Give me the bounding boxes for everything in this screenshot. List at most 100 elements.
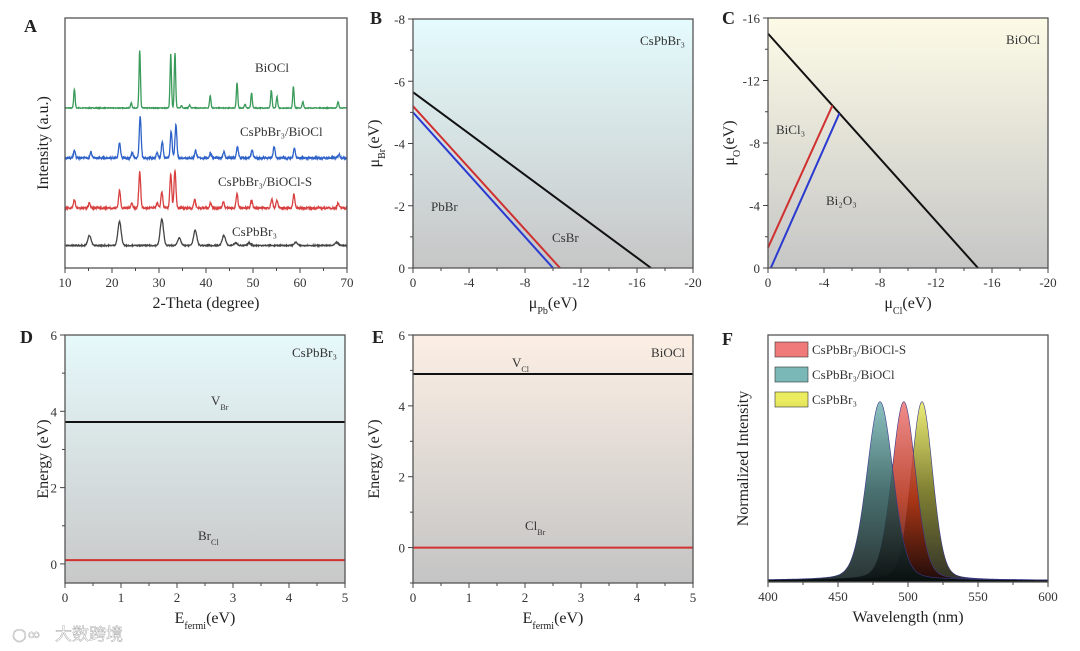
compound-label: BiOCl	[651, 345, 685, 360]
boundary-line-1	[412, 105, 561, 269]
y-axis-title: Intensity (a.u.)	[35, 96, 52, 190]
compound-label: CsPbBr₃	[292, 345, 337, 360]
x-tick-label: 0	[62, 590, 69, 605]
pl-peak-1	[767, 401, 1049, 583]
boundary-line-2	[412, 111, 554, 269]
x-axis-title-sub: Pb	[537, 306, 548, 317]
plot-background	[413, 19, 693, 268]
series-label-2: CsPbBr₃/BiOCl-S	[218, 174, 312, 189]
defect-label-0-sub: Cl	[521, 365, 529, 374]
plot-background	[65, 335, 345, 583]
x-axis-title: 2-Theta (degree)	[152, 295, 259, 312]
y-tick-label: 2	[51, 481, 58, 496]
region-label-1: CsBr	[552, 230, 579, 245]
y-axis-title-tail: (eV)	[366, 120, 383, 149]
y-axis-title-sub: O	[732, 150, 743, 157]
y-axis-title-main: μ	[721, 157, 738, 166]
x-tick-label: 5	[342, 590, 349, 605]
legend-swatch-1	[774, 366, 809, 383]
x-tick-label: 20	[106, 275, 119, 290]
xrd-pattern-1	[64, 116, 348, 162]
panel-A: A BiOCl CsPbBr₃/BiOCl CsPbBr₃/BiOCl-S CsPbBr…	[24, 16, 354, 312]
y-axis-title: Normalized Intensity	[735, 391, 752, 527]
defect-label-1-sub: Br	[537, 528, 545, 537]
y-axis-title: μO(eV)	[721, 120, 743, 165]
x-axis-title-sub: fermi	[184, 621, 206, 632]
x-axis-title-sub: Cl	[893, 306, 903, 317]
x-tick-label: 10	[59, 275, 72, 290]
region-label-1: Bi₂O₃	[826, 193, 857, 208]
x-axis-title-main: E	[175, 610, 185, 627]
x-tick-label: -20	[684, 275, 701, 290]
x-axis-title: μCl(eV)	[884, 295, 931, 317]
boundary-line-0	[412, 91, 652, 269]
x-axis-title-main: E	[523, 610, 533, 627]
x-tick-label: -4	[464, 275, 475, 290]
defect-label-0-main: V	[512, 355, 522, 370]
compound-label: CsPbBr₃	[640, 33, 685, 48]
x-tick-label: 30	[153, 275, 166, 290]
region-label-0: BiCl₃	[776, 122, 805, 137]
x-tick-label: -8	[520, 275, 531, 290]
y-tick-label: -12	[743, 74, 760, 89]
x-tick-label: 50	[247, 275, 260, 290]
y-tick-label: 0	[51, 557, 58, 572]
x-axis-title-tail: (eV)	[902, 295, 931, 312]
x-axis-title-sub: fermi	[532, 621, 554, 632]
xrd-pattern-3	[64, 217, 348, 249]
y-tick-label: -4	[749, 199, 760, 214]
defect-label-1: BrCl	[198, 528, 219, 547]
x-tick-label: 400	[758, 589, 778, 604]
series-label-0: BiOCl	[255, 60, 289, 75]
plot-background	[65, 18, 347, 268]
y-tick-label: 0	[399, 541, 406, 556]
panel-label-C: C	[722, 8, 735, 28]
y-axis-title: Energy (eV)	[35, 419, 52, 498]
y-tick-label: 6	[51, 328, 58, 343]
legend-label-1: CsPbBr₃/BiOCl	[812, 367, 895, 382]
region-label-0: PbBr	[431, 199, 458, 214]
x-tick-label: 5	[690, 590, 697, 605]
defect-label-1: ClBr	[525, 518, 546, 537]
defect-label-1-main: Cl	[525, 518, 538, 533]
x-axis-title: μPb(eV)	[529, 295, 577, 317]
plot-background	[768, 18, 1048, 268]
x-tick-label: -8	[875, 275, 886, 290]
x-tick-label: -12	[927, 275, 944, 290]
plot-background	[413, 335, 693, 583]
x-tick-label: 1	[118, 590, 125, 605]
panel-label-B: B	[370, 8, 382, 28]
y-tick-label: -2	[394, 199, 405, 214]
panel-C: C BiOCl BiCl₃ Bi₂O₃ 0 -4 -8 -12 -16 -20 0 -4 -8 -12 -1…	[721, 8, 1057, 317]
legend-swatch-0	[774, 341, 809, 358]
boundary-line-1	[767, 105, 834, 249]
x-tick-label: -16	[628, 275, 646, 290]
x-tick-label: 600	[1038, 589, 1058, 604]
y-tick-label: 6	[399, 328, 406, 343]
y-tick-label: -6	[394, 74, 405, 89]
y-axis-title: Energy (eV)	[366, 419, 383, 498]
panel-label-D: D	[20, 327, 33, 347]
compound-label: BiOCl	[1006, 32, 1040, 47]
x-axis-title: Efermi(eV)	[523, 610, 584, 632]
defect-label-0: VBr	[211, 393, 229, 412]
x-tick-label: 40	[200, 275, 213, 290]
y-axis-title: μBr(eV)	[366, 120, 388, 168]
x-tick-label: -20	[1039, 275, 1056, 290]
x-tick-label: 550	[968, 589, 988, 604]
panel-label-A: A	[24, 16, 37, 36]
x-tick-label: -16	[983, 275, 1001, 290]
x-tick-label: 450	[828, 589, 848, 604]
defect-label-0-sub: Br	[220, 403, 228, 412]
y-tick-label: 0	[754, 261, 761, 276]
watermark-text: 大数跨境	[55, 625, 123, 645]
boundary-line-0	[767, 32, 979, 269]
x-tick-label: 1	[466, 590, 473, 605]
y-tick-label: 4	[51, 404, 58, 419]
y-tick-label: -8	[749, 136, 760, 151]
x-axis-title-tail: (eV)	[554, 610, 583, 627]
defect-label-1-main: Br	[198, 528, 212, 543]
